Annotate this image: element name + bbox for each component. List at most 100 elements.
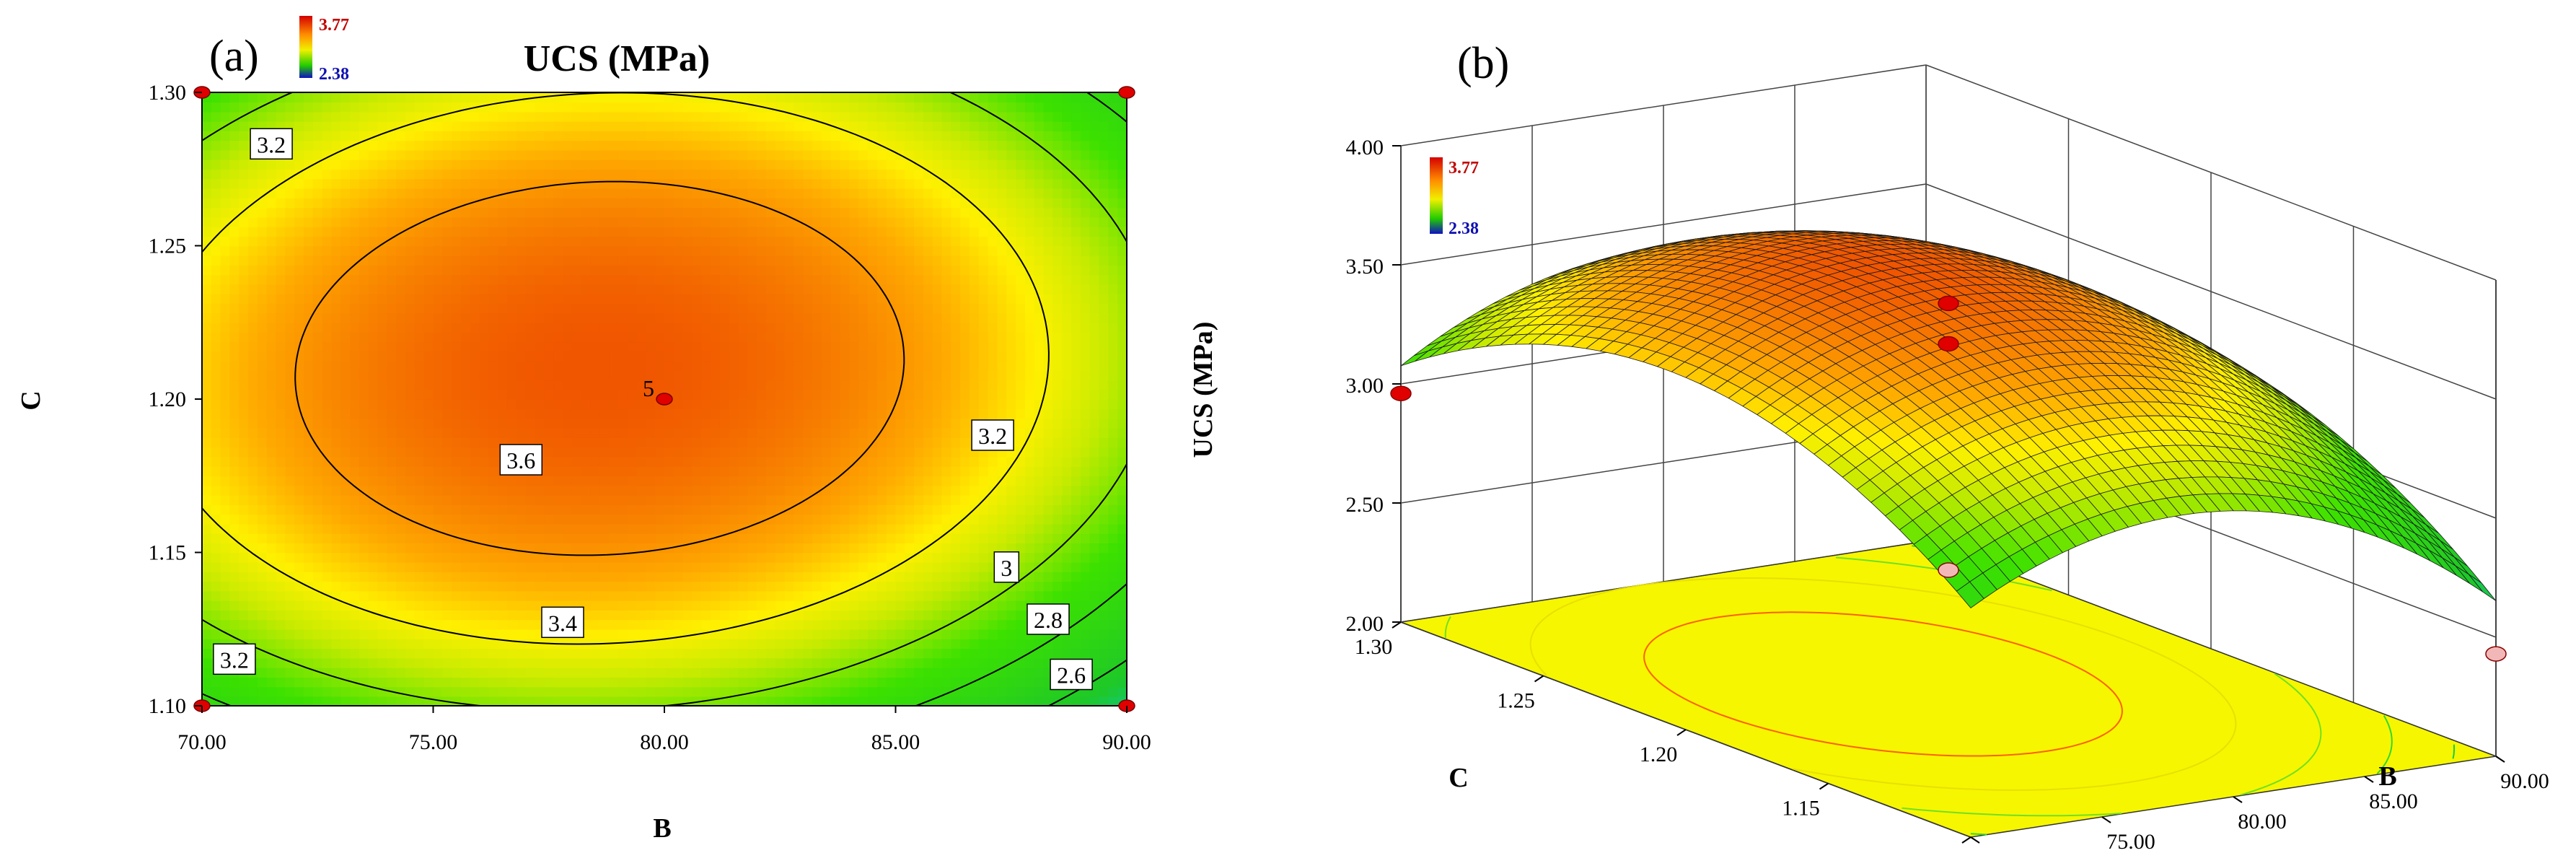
- heat-cell: [304, 572, 314, 582]
- heat-cell: [738, 504, 749, 515]
- heat-cell: [895, 265, 906, 276]
- heat-cell: [322, 149, 333, 160]
- heat-cell: [377, 198, 388, 209]
- heat-cell: [803, 274, 813, 285]
- heat-cell: [868, 590, 878, 601]
- heat-cell: [673, 494, 684, 505]
- heat-cell: [220, 159, 231, 170]
- heat-cell: [627, 303, 638, 314]
- heat-cell: [905, 92, 915, 103]
- heat-cell: [414, 111, 425, 122]
- heat-cell: [692, 610, 703, 621]
- heat-cell: [664, 198, 674, 209]
- heat-cell: [350, 188, 360, 198]
- heat-cell: [895, 476, 906, 486]
- heat-cell: [673, 198, 684, 209]
- heat-cell: [312, 216, 323, 227]
- heat-cell: [876, 370, 887, 381]
- heat-cell: [646, 619, 656, 630]
- heat-cell: [590, 188, 600, 198]
- heat-cell: [563, 198, 573, 209]
- heat-cell: [905, 600, 915, 611]
- heat-cell: [498, 629, 508, 639]
- heat-cell: [387, 696, 397, 706]
- heat-cell: [535, 389, 545, 400]
- heat-cell: [285, 476, 295, 486]
- heat-cell: [757, 188, 767, 198]
- heat-cell: [682, 198, 693, 209]
- heat-cell: [646, 552, 656, 563]
- heat-cell: [692, 216, 703, 227]
- heat-cell: [563, 572, 573, 582]
- heat-cell: [627, 360, 638, 371]
- heat-cell: [692, 476, 703, 486]
- heat-cell: [248, 447, 258, 458]
- heat-cell: [914, 351, 924, 362]
- heat-cell: [248, 370, 258, 381]
- heat-cell: [516, 619, 527, 630]
- heat-cell: [784, 485, 795, 496]
- heat-cell: [507, 169, 517, 180]
- heat-cell: [923, 667, 933, 678]
- heat-cell: [368, 485, 379, 496]
- heat-cell: [229, 572, 240, 582]
- heat-cell: [636, 514, 647, 525]
- heat-cell: [581, 466, 592, 477]
- heat-cell: [294, 561, 304, 572]
- heat-cell: [692, 639, 703, 649]
- heat-cell: [202, 159, 212, 170]
- heat-cell: [738, 552, 749, 563]
- heat-cell: [692, 226, 703, 237]
- heat-cell: [507, 399, 517, 410]
- heat-cell: [516, 408, 527, 419]
- heat-cell: [590, 245, 600, 256]
- heat-cell: [617, 581, 628, 592]
- heat-cell: [266, 418, 277, 429]
- heat-cell: [525, 639, 536, 649]
- heat-cell: [322, 533, 333, 543]
- heat-cell: [498, 92, 508, 103]
- heat-cell: [775, 293, 786, 304]
- heat-cell: [590, 427, 600, 438]
- heat-cell: [868, 293, 878, 304]
- heat-cell: [646, 341, 656, 352]
- heat-cell: [396, 639, 406, 649]
- heat-cell: [914, 389, 924, 400]
- heat-cell: [266, 255, 277, 266]
- heat-cell: [452, 131, 462, 141]
- heat-cell: [525, 408, 536, 419]
- heat-cell: [719, 476, 730, 486]
- heat-cell: [701, 312, 711, 323]
- heat-cell: [858, 216, 869, 227]
- heat-cell: [285, 514, 295, 525]
- heat-cell: [784, 686, 795, 697]
- heat-cell: [507, 667, 517, 678]
- heat-cell: [423, 543, 434, 554]
- heat-cell: [377, 657, 388, 668]
- heat-cell: [387, 619, 397, 630]
- heat-cell: [719, 111, 730, 122]
- heat-cell: [516, 399, 527, 410]
- heat-cell: [905, 140, 915, 151]
- heat-cell: [211, 207, 221, 218]
- heat-cell: [257, 408, 268, 419]
- heat-cell: [590, 572, 600, 582]
- heat-cell: [655, 696, 665, 706]
- heat-cell: [276, 322, 286, 333]
- heat-cell: [442, 456, 452, 467]
- heat-cell: [507, 572, 517, 582]
- heat-cell: [405, 169, 416, 180]
- heat-cell: [433, 303, 444, 314]
- heat-cell: [876, 198, 887, 209]
- heat-cell: [711, 399, 721, 410]
- heat-cell: [571, 265, 582, 276]
- heat-cell: [655, 293, 665, 304]
- heat-cell: [452, 111, 462, 122]
- heat-cell: [627, 92, 638, 103]
- heat-cell: [655, 111, 665, 122]
- heat-cell: [682, 188, 693, 198]
- heat-cell: [304, 149, 314, 160]
- heat-cell: [646, 370, 656, 381]
- heat-cell: [405, 657, 416, 668]
- heat-cell: [248, 485, 258, 496]
